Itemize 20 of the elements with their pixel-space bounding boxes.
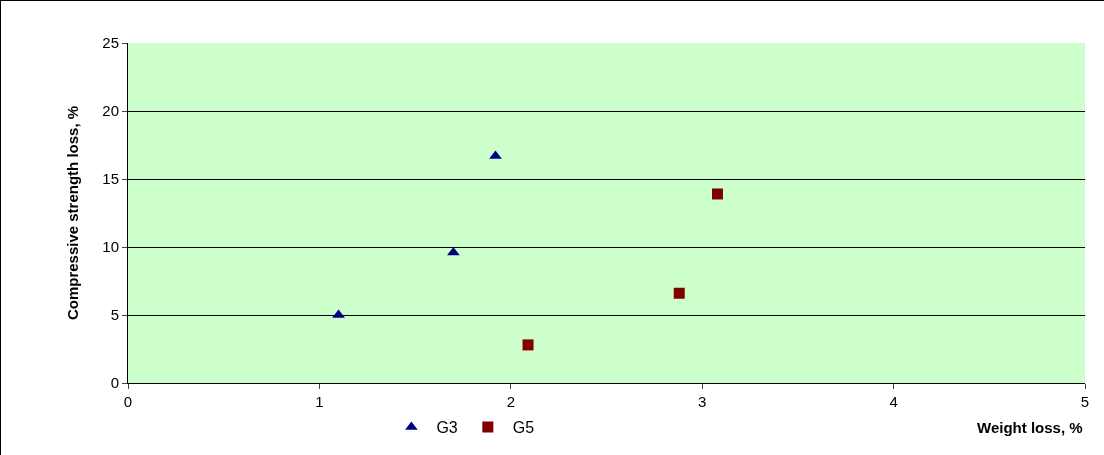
x-tick-label: 5: [1080, 393, 1090, 410]
legend-label: G3: [436, 419, 458, 437]
x-tick-label: 1: [315, 393, 324, 410]
y-axis-title: Compressive strength loss, %: [63, 105, 81, 321]
x-tick-label: 3: [698, 393, 707, 410]
point: [447, 246, 460, 256]
point: [522, 339, 534, 351]
y-tick-label: 15: [102, 170, 119, 188]
point: [673, 287, 685, 299]
y-tick-label: 25: [102, 34, 119, 52]
legend-label: G5: [512, 419, 535, 437]
x-tick-label: 0: [123, 393, 133, 410]
y-tick-label: 0: [110, 374, 119, 392]
y-tick-label: 5: [110, 306, 119, 324]
y-tick-label: 20: [102, 102, 119, 120]
point: [712, 188, 724, 200]
y-tick-label: 10: [102, 238, 119, 256]
x-tick-label: 2: [506, 393, 515, 410]
x-tick-label: 4: [889, 393, 898, 410]
x-axis-title: Weight loss, %: [977, 419, 1083, 436]
